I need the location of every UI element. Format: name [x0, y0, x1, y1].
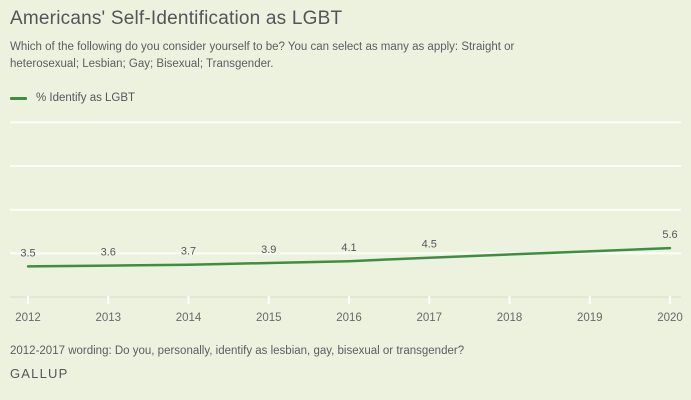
x-tick-label: 2018: [497, 312, 523, 324]
x-tick-label: 2017: [416, 312, 442, 324]
chart-title: Americans' Self-Identification as LGBT: [10, 8, 343, 29]
data-point-label: 3.6: [101, 247, 116, 259]
data-point-label: 3.5: [20, 247, 35, 259]
source-label: GALLUP: [10, 366, 69, 381]
footnote: 2012-2017 wording: Do you, personally, i…: [10, 345, 465, 357]
gridlines: [10, 121, 681, 255]
x-tick-label: 2014: [176, 312, 202, 324]
x-tick-label: 2013: [95, 312, 121, 324]
data-point-label: 4.1: [341, 242, 356, 254]
x-tick-label: 2015: [256, 312, 282, 324]
legend: % Identify as LGBT: [10, 92, 135, 104]
legend-line-swatch: [10, 96, 27, 100]
x-tick-label: 2020: [657, 312, 683, 324]
legend-label: % Identify as LGBT: [36, 92, 136, 104]
x-tick-label: 2012: [15, 312, 41, 324]
x-tick-label: 2016: [336, 312, 362, 324]
data-point-label: 4.5: [422, 239, 437, 251]
x-tick-label: 2019: [577, 312, 603, 324]
data-labels: 3.5 3.6 3.7 3.9 4.1 4.5 5.6: [20, 229, 677, 259]
x-axis: 2012 2013 2014 2015 2016 2017 2018 2019 2020: [10, 296, 683, 324]
data-point-label: 3.9: [261, 244, 276, 256]
data-point-label: 5.6: [662, 229, 677, 241]
data-series-line: [26, 246, 672, 268]
chart-subtitle: Which of the following do you consider y…: [10, 41, 515, 70]
data-point-label: 3.7: [181, 246, 196, 258]
